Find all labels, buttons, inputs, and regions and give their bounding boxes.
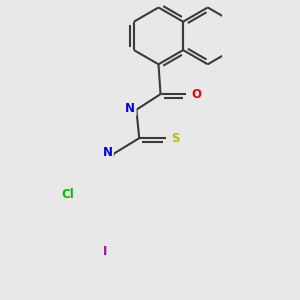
Text: O: O (191, 88, 201, 100)
Text: N: N (103, 146, 112, 159)
Text: S: S (171, 132, 180, 145)
Text: I: I (103, 245, 107, 258)
Text: H: H (101, 147, 110, 157)
Text: H: H (124, 103, 132, 113)
Text: Cl: Cl (62, 188, 74, 201)
Text: N: N (125, 102, 135, 115)
